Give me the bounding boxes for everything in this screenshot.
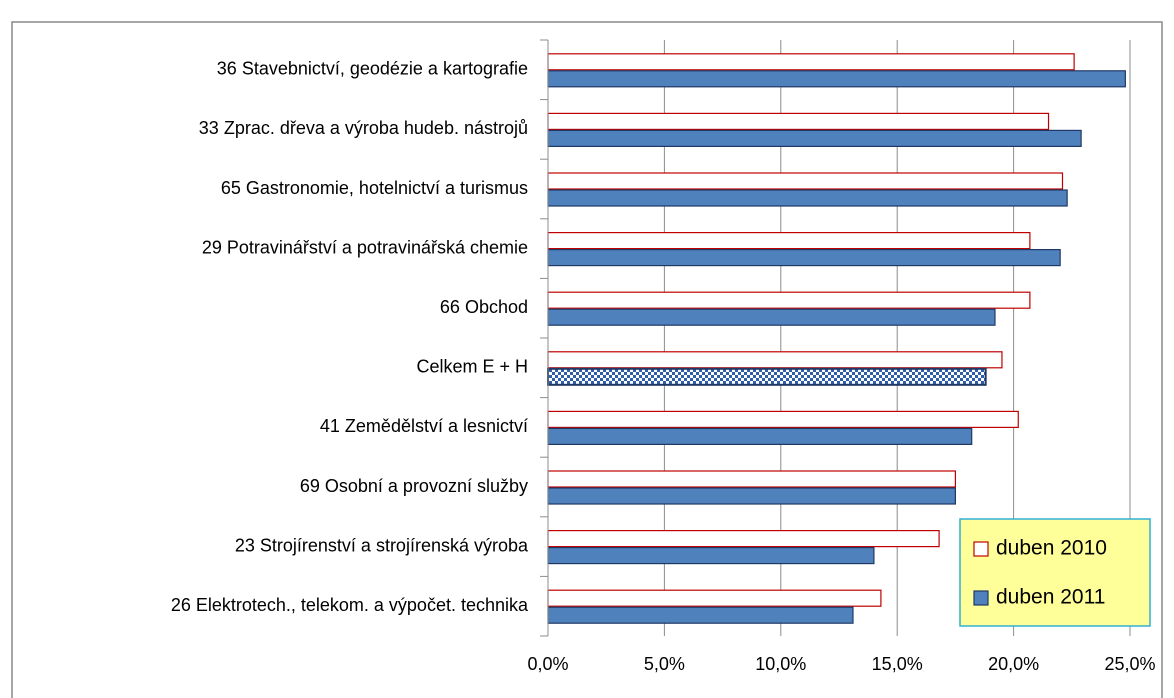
bar xyxy=(547,606,854,624)
legend-swatch xyxy=(973,541,989,557)
bar xyxy=(547,249,1061,267)
y-tick-label: 66 Obchod xyxy=(440,297,528,317)
bar xyxy=(547,487,956,505)
x-tick-label: 5,0% xyxy=(644,654,685,674)
x-tick-label: 0,0% xyxy=(527,654,568,674)
y-tick-label: 23 Strojírenství a strojírenská výroba xyxy=(235,535,529,555)
y-tick-label: 65 Gastronomie, hotelnictví a turismus xyxy=(221,178,528,198)
legend-label: duben 2010 xyxy=(996,537,1107,560)
x-tick-label: 25,0% xyxy=(1104,654,1155,674)
chart-frame xyxy=(11,21,1163,698)
bar xyxy=(547,351,1003,369)
bar xyxy=(547,410,1019,428)
bar xyxy=(547,232,1031,250)
x-tick-label: 20,0% xyxy=(988,654,1039,674)
y-tick-label: 26 Elektrotech., telekom. a výpočet. tec… xyxy=(171,595,529,615)
y-tick-label: 69 Osobní a provozní služby xyxy=(300,476,528,496)
y-tick-label: Celkem E + H xyxy=(416,357,528,377)
bar xyxy=(547,427,973,445)
bar xyxy=(547,112,1050,131)
bar xyxy=(547,189,1068,207)
bar xyxy=(547,589,882,607)
bar xyxy=(547,172,1064,190)
legend-box xyxy=(959,518,1151,627)
bar xyxy=(547,308,996,326)
bar xyxy=(547,470,956,488)
y-tick-label: 36 Stavebnictví, geodézie a kartografie xyxy=(217,59,528,79)
bar xyxy=(547,129,1082,147)
bar xyxy=(547,70,1126,88)
bar xyxy=(547,529,940,548)
bar xyxy=(547,291,1031,309)
x-tick-label: 15,0% xyxy=(872,654,923,674)
legend-label: duben 2011 xyxy=(996,586,1105,609)
y-tick-label: 33 Zprac. dřeva a výroba hudeb. nástrojů xyxy=(199,118,528,138)
y-tick-label: 41 Zemědělství a lesnictví xyxy=(320,416,528,436)
x-tick-label: 10,0% xyxy=(755,654,806,674)
bar xyxy=(547,53,1075,71)
bar xyxy=(547,367,987,386)
bar xyxy=(547,546,875,565)
legend-swatch xyxy=(973,590,989,606)
y-tick-label: 29 Potravinářství a potravinářská chemie xyxy=(202,237,528,257)
